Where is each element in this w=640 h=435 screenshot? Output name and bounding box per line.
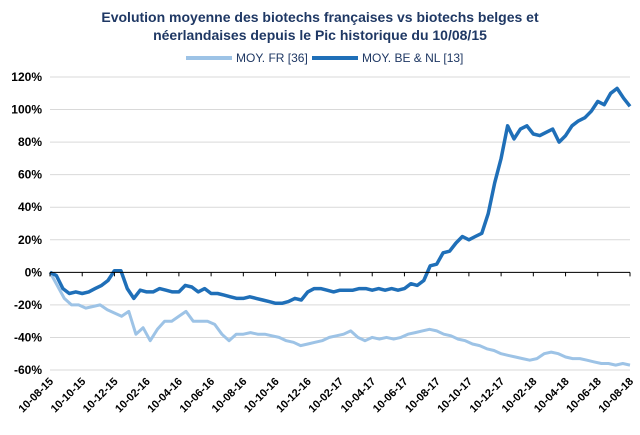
y-tick-label: -60% [14, 363, 42, 377]
y-tick-label: -20% [14, 298, 42, 312]
x-tick-label: 10-08-18 [596, 376, 636, 416]
gridlines [50, 76, 630, 371]
y-axis-ticks: 120% 100% 80% 60% 40% 20% 0% -20% -40% -60% [11, 70, 42, 377]
series-line-be-nl [49, 86, 632, 306]
y-tick-label: 0% [25, 265, 43, 279]
y-tick-label: 20% [18, 233, 42, 247]
y-tick-label: 120% [11, 70, 42, 84]
series-line-fr [48, 271, 631, 367]
y-tick-label: 60% [18, 168, 42, 182]
legend: MOY. FR [36] MOY. BE & NL [13] [186, 51, 463, 65]
legend-label-fr: MOY. FR [36] [236, 51, 308, 65]
x-axis-ticks: 10-08-1510-10-1510-12-1510-02-1610-04-16… [16, 272, 636, 415]
chart-title-line-1: Evolution moyenne des biotechs française… [101, 9, 539, 25]
chart-title-line-2: néerlandaises depuis le Pic historique d… [153, 27, 487, 43]
series-lines [48, 86, 632, 367]
y-tick-label: 100% [11, 103, 42, 117]
y-tick-label: 80% [18, 135, 42, 149]
y-tick-label: 40% [18, 200, 42, 214]
y-tick-label: -40% [14, 330, 42, 344]
legend-label-be-nl: MOY. BE & NL [13] [362, 51, 463, 65]
